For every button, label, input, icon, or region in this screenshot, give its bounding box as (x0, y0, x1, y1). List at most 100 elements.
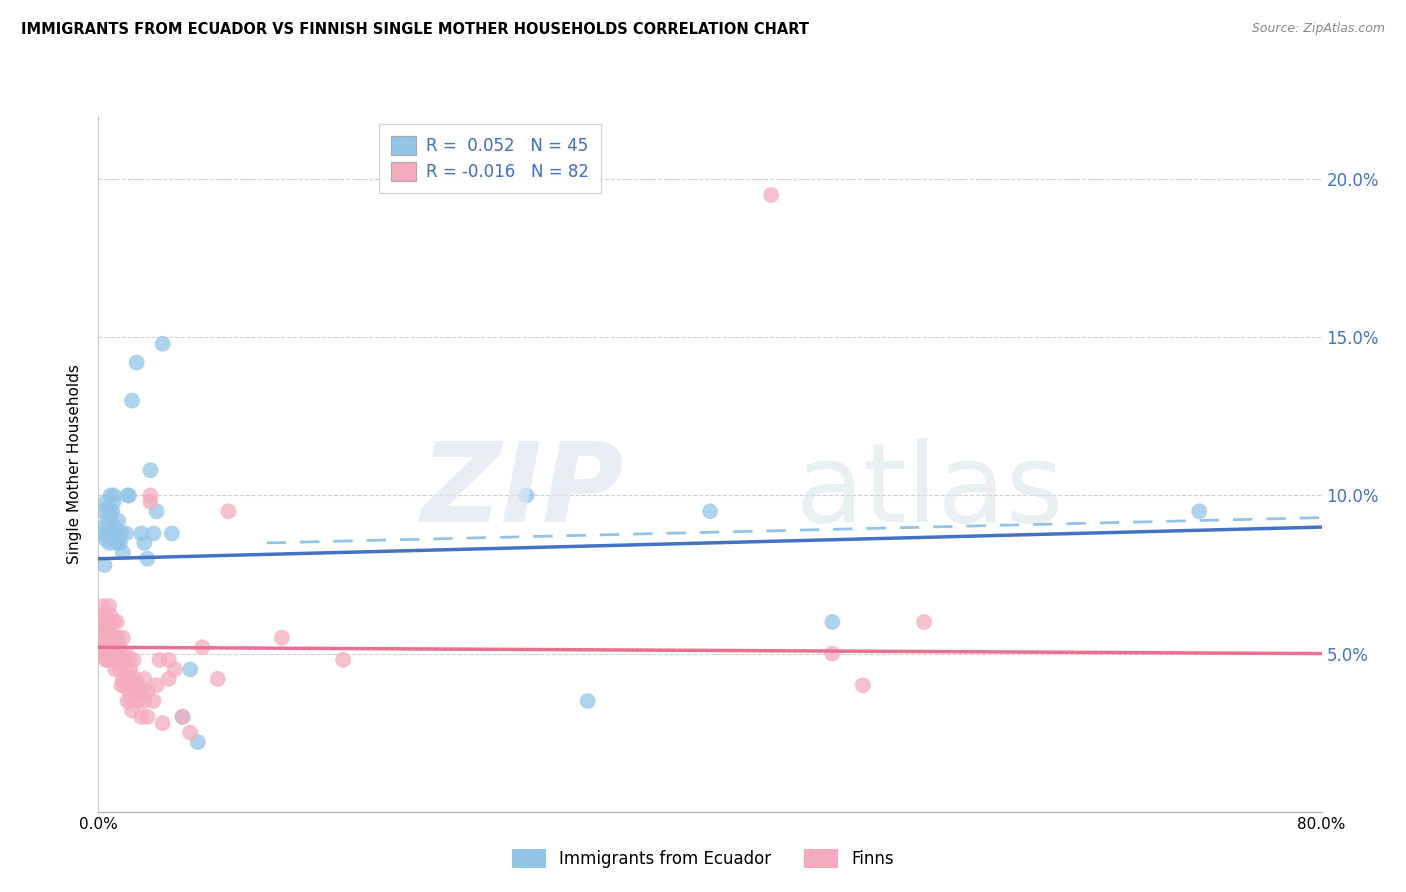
Point (134, 694, 156, 708)
Point (100, 631, 122, 645)
Point (100, 488, 122, 502)
Point (115, 647, 138, 661)
Point (129, 526, 152, 541)
Point (111, 631, 134, 645)
Point (120, 662, 142, 676)
Point (122, 678, 145, 692)
Point (118, 653, 141, 667)
Point (129, 710, 152, 724)
Point (852, 678, 875, 692)
Point (127, 678, 149, 692)
Point (93, 608, 115, 623)
Point (98, 640, 121, 655)
Point (103, 495, 125, 509)
Point (118, 684, 141, 698)
Point (699, 504, 721, 518)
Point (108, 536, 131, 550)
Point (172, 710, 194, 724)
Point (127, 694, 149, 708)
Point (104, 640, 127, 655)
Point (93, 631, 115, 645)
Point (124, 672, 146, 686)
Point (115, 662, 138, 676)
Point (157, 672, 180, 686)
Point (134, 672, 156, 686)
Point (105, 536, 128, 550)
Point (110, 653, 132, 667)
Point (821, 615, 844, 629)
Point (97, 514, 120, 528)
Point (129, 684, 152, 698)
Point (100, 508, 122, 522)
Point (103, 488, 125, 502)
Point (139, 463, 162, 477)
Point (121, 672, 143, 686)
Point (94, 621, 117, 635)
Point (104, 653, 127, 667)
Point (97, 653, 120, 667)
Text: IMMIGRANTS FROM ECUADOR VS FINNISH SINGLE MOTHER HOUSEHOLDS CORRELATION CHART: IMMIGRANTS FROM ECUADOR VS FINNISH SINGL… (21, 22, 808, 37)
Point (145, 504, 167, 518)
Point (100, 608, 122, 623)
Point (115, 526, 138, 541)
Point (179, 725, 201, 739)
Point (118, 488, 141, 502)
Point (94, 533, 117, 547)
Point (111, 672, 134, 686)
Point (139, 488, 162, 502)
Point (110, 678, 132, 692)
Point (91, 621, 114, 635)
Point (1188, 504, 1211, 518)
Point (112, 653, 135, 667)
Point (134, 536, 156, 550)
Point (912, 615, 935, 629)
Point (101, 526, 124, 541)
Point (98, 536, 121, 550)
Point (98, 621, 121, 635)
Point (122, 653, 145, 667)
Point (149, 653, 172, 667)
Point (152, 716, 174, 731)
Legend: R =  0.052   N = 45, R = -0.016   N = 82: R = 0.052 N = 45, R = -0.016 N = 82 (380, 124, 600, 193)
Point (108, 662, 131, 676)
Point (217, 504, 239, 518)
Text: ZIP: ZIP (420, 438, 624, 545)
Legend: Immigrants from Ecuador, Finns: Immigrants from Ecuador, Finns (506, 842, 900, 875)
Point (100, 647, 122, 661)
Point (136, 684, 159, 698)
Point (139, 495, 162, 509)
Point (145, 678, 167, 692)
Point (187, 735, 209, 749)
Point (89, 631, 111, 645)
Point (93, 558, 115, 572)
Point (98, 526, 121, 541)
Text: atlas: atlas (796, 438, 1064, 545)
Point (112, 678, 135, 692)
Point (107, 631, 129, 645)
Point (516, 488, 538, 502)
Point (270, 631, 292, 645)
Point (136, 710, 159, 724)
Point (103, 647, 125, 661)
Point (90, 640, 112, 655)
Point (104, 520, 127, 534)
Y-axis label: Single Mother Households: Single Mother Households (67, 364, 83, 564)
Point (111, 545, 134, 559)
Point (94, 640, 117, 655)
Point (576, 694, 599, 708)
Point (759, 188, 782, 202)
Point (94, 653, 117, 667)
Point (821, 647, 844, 661)
Point (104, 662, 127, 676)
Point (121, 704, 143, 718)
Point (108, 640, 131, 655)
Point (120, 694, 142, 708)
Point (191, 640, 214, 655)
Text: Source: ZipAtlas.com: Source: ZipAtlas.com (1251, 22, 1385, 36)
Point (121, 393, 143, 408)
Point (107, 514, 129, 528)
Point (207, 672, 229, 686)
Point (105, 615, 128, 629)
Point (91, 647, 114, 661)
Point (94, 495, 117, 509)
